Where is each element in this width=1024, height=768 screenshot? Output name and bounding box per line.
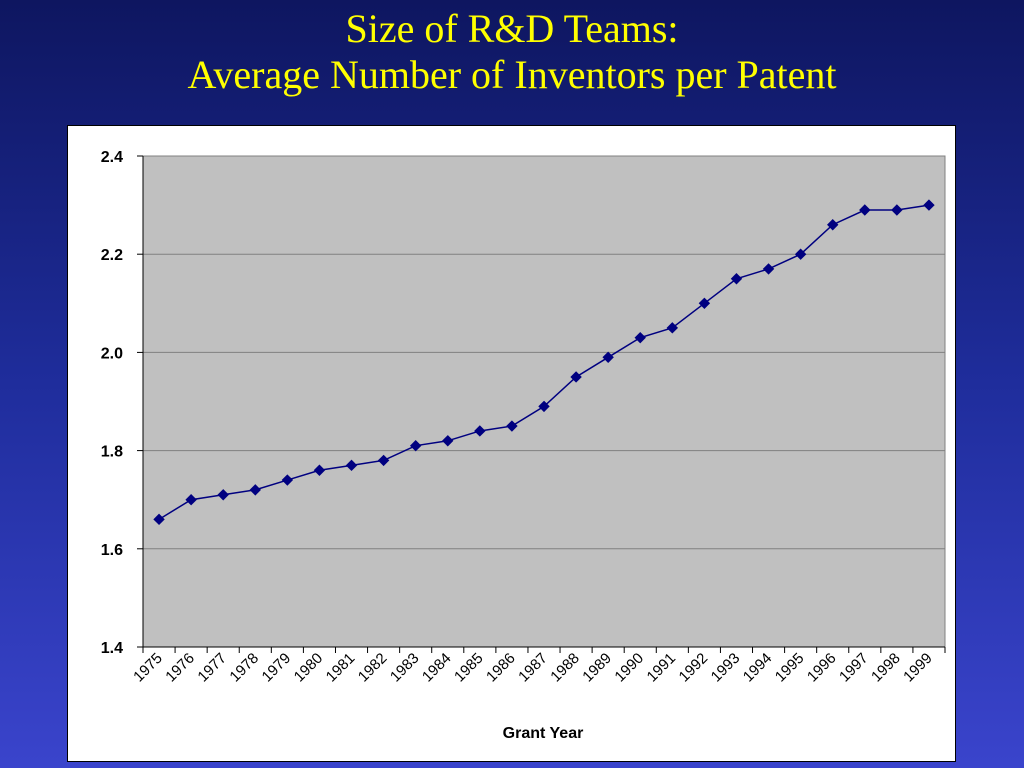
data-point-1981	[345, 459, 358, 472]
data-point-1989	[602, 351, 614, 364]
x-tick-label: 1990	[611, 650, 647, 686]
x-tick-label: 1983	[387, 650, 423, 686]
data-point-1997	[859, 204, 871, 216]
data-point-1975	[153, 513, 165, 526]
data-point-1998	[891, 204, 903, 216]
data-point-1996	[827, 219, 839, 231]
data-point-1985	[474, 425, 486, 437]
data-point-1988	[570, 371, 582, 383]
data-point-1976	[185, 493, 197, 506]
data-point-1982	[377, 454, 390, 467]
x-tick-label: 1988	[547, 650, 583, 686]
x-tick-label: 1995	[772, 650, 808, 686]
x-tick-label: 1979	[259, 650, 295, 686]
x-tick-label: 1993	[708, 650, 744, 686]
data-point-1990	[634, 331, 646, 344]
x-tick-label: 1975	[130, 650, 166, 686]
axes	[137, 155, 946, 653]
data-point-1992	[698, 297, 711, 310]
x-tick-label: 1992	[676, 650, 712, 686]
y-tick-label: 2.2	[101, 247, 123, 264]
x-axis-title: Grant Year	[503, 725, 584, 742]
x-tick-label: 1978	[226, 650, 262, 686]
slide-title: Size of R&D Teams: Average Number of Inv…	[0, 6, 1024, 98]
data-point-1986	[506, 420, 518, 432]
chart-panel: 1.4 1.6 1.8 2.0 2.2 2.4 1975 1976 1977 1978 1979 19…	[67, 125, 956, 762]
series-layer	[153, 199, 935, 526]
x-tick-label: 1986	[483, 650, 519, 686]
x-tick-label: 1985	[451, 650, 487, 686]
data-point-1995	[794, 248, 807, 260]
data-point-1984	[442, 435, 454, 447]
y-tick-label: 2.0	[101, 345, 123, 362]
x-tick-label: 1998	[868, 650, 904, 686]
y-tick-label: 1.4	[101, 640, 123, 657]
x-tick-label: 1984	[419, 650, 455, 686]
y-tick-label: 1.6	[101, 542, 123, 559]
x-tick-label: 1987	[515, 650, 551, 686]
data-point-1987	[538, 400, 550, 413]
data-point-1993	[730, 273, 743, 285]
x-tick-label: 1982	[355, 650, 391, 686]
data-point-1983	[409, 439, 422, 452]
line-chart: 1.41.61.82.02.22.41975197619771978197919…	[101, 149, 946, 742]
x-tick-label: 1994	[740, 650, 776, 686]
data-point-1980	[313, 464, 326, 476]
data-point-1999	[923, 199, 935, 211]
x-tick-label: 1980	[291, 650, 327, 686]
y-tick-label: 1.8	[101, 444, 123, 461]
data-point-1991	[666, 322, 679, 334]
x-tick-label: 1976	[162, 650, 198, 686]
data-point-1979	[281, 474, 294, 486]
data-point-1994	[762, 263, 775, 275]
x-tick-label: 1977	[194, 650, 230, 686]
slide-title-line-1: Size of R&D Teams:	[345, 6, 679, 51]
data-point-1978	[249, 484, 261, 496]
x-tick-label: 1996	[804, 650, 840, 686]
slide-title-line-2: Average Number of Inventors per Patent	[187, 52, 837, 97]
x-tick-label: 1999	[900, 650, 936, 686]
x-tick-label: 1981	[323, 650, 359, 686]
data-point-1977	[217, 489, 229, 501]
x-tick-label: 1989	[579, 650, 615, 686]
x-tick-label: 1991	[644, 650, 680, 686]
y-tick-label: 2.4	[101, 149, 123, 166]
x-tick-label: 1997	[836, 650, 872, 686]
